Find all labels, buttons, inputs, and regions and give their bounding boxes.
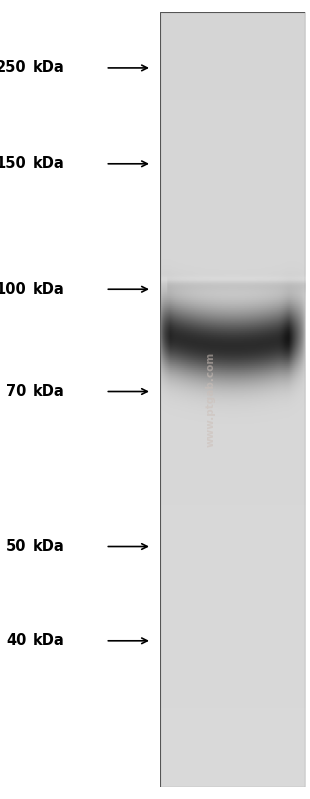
Text: 40: 40	[6, 634, 26, 648]
Text: 250: 250	[0, 61, 26, 75]
Text: 150: 150	[0, 157, 26, 171]
Text: kDa: kDa	[33, 61, 64, 75]
Text: kDa: kDa	[33, 157, 64, 171]
Text: 100: 100	[0, 282, 26, 296]
Text: kDa: kDa	[33, 539, 64, 554]
Text: kDa: kDa	[33, 282, 64, 296]
Text: www.ptgab.com: www.ptgab.com	[206, 352, 216, 447]
Text: kDa: kDa	[33, 384, 64, 399]
Text: kDa: kDa	[33, 634, 64, 648]
Text: 70: 70	[6, 384, 26, 399]
Text: 50: 50	[6, 539, 26, 554]
